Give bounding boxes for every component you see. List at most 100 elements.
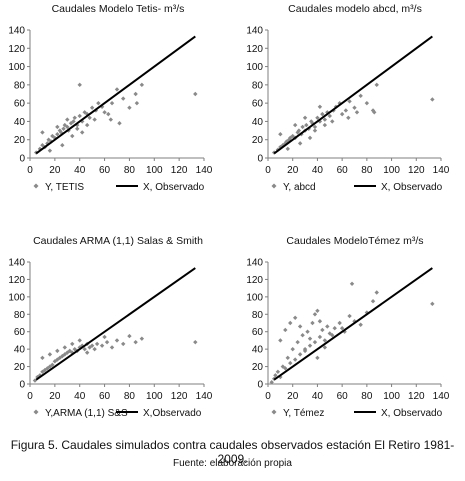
- data-point: [37, 146, 43, 152]
- x-tick-label: 100: [146, 165, 163, 176]
- data-point: [325, 324, 330, 329]
- data-point: [332, 326, 337, 331]
- data-point: [70, 341, 75, 347]
- data-point: [296, 128, 302, 133]
- data-point: [273, 373, 278, 378]
- data-point: [300, 124, 305, 130]
- data-point: [330, 333, 335, 338]
- figure-source: Fuente: elaboración propia: [173, 458, 292, 469]
- data-point: [71, 119, 76, 124]
- chart-title: Caudales ARMA (1,1) Salas & Smith: [33, 235, 203, 247]
- data-point: [322, 122, 328, 128]
- data-point: [312, 128, 318, 133]
- legend-label-points: Y, TETIS: [45, 182, 84, 193]
- data-point: [304, 122, 309, 128]
- data-point: [285, 355, 290, 361]
- chart-legend: Y,ARMA (1,1) S&S X,Observado: [33, 408, 202, 419]
- data-point: [315, 308, 320, 313]
- data-point: [99, 343, 105, 348]
- legend-label-points: Y,ARMA (1,1) S&S: [45, 408, 128, 419]
- x-tick-label: 20: [287, 391, 299, 402]
- y-tick-label: 0: [257, 380, 263, 391]
- chart-title: Caudales modelo abcd, m³/s: [288, 3, 422, 15]
- data-point: [70, 133, 75, 139]
- y-tick-label: 20: [14, 362, 26, 373]
- data-point: [312, 339, 318, 345]
- data-point: [370, 299, 376, 304]
- data-point: [320, 327, 325, 333]
- chart-legend: Y, Témez X, Observado: [271, 408, 443, 419]
- data-point: [68, 121, 74, 126]
- data-point: [337, 320, 342, 326]
- data-point: [72, 115, 77, 120]
- y-tick-label: 0: [19, 380, 25, 391]
- x-tick-label: 60: [337, 165, 349, 176]
- y-tick-label: 140: [246, 258, 263, 269]
- data-point: [40, 355, 45, 361]
- y-tick-label: 60: [14, 99, 26, 110]
- x-tick-label: 140: [196, 165, 213, 176]
- data-point: [92, 117, 97, 122]
- data-point: [94, 341, 100, 347]
- data-point: [430, 301, 435, 307]
- y-tick-label: 60: [252, 327, 264, 338]
- data-point: [297, 352, 303, 357]
- x-tick-label: 0: [27, 391, 33, 402]
- y-tick-label: 20: [252, 135, 264, 146]
- legend-label-points: Y, Témez: [283, 408, 324, 419]
- x-tick-label: 20: [287, 165, 299, 176]
- legend-label-line: X,Observado: [143, 408, 202, 419]
- x-tick-label: 20: [49, 165, 61, 176]
- data-point: [290, 346, 295, 352]
- data-point: [133, 339, 138, 345]
- data-point: [117, 121, 122, 126]
- x-tick-label: 120: [408, 165, 425, 176]
- x-tick-label: 0: [27, 165, 33, 176]
- x-tick-label: 40: [312, 165, 324, 176]
- data-point: [87, 115, 92, 120]
- data-point: [47, 148, 53, 153]
- data-point: [317, 104, 323, 109]
- data-point: [283, 327, 288, 333]
- data-point: [322, 338, 328, 343]
- x-tick-label: 140: [433, 391, 450, 402]
- data-point: [70, 350, 75, 355]
- y-tick-label: 0: [257, 154, 263, 165]
- data-point: [346, 115, 351, 120]
- y-tick-label: 120: [8, 275, 25, 286]
- data-point: [102, 110, 107, 115]
- y-tick-label: 100: [246, 62, 263, 73]
- data-point: [193, 339, 198, 345]
- y-tick-label: 120: [246, 275, 263, 286]
- data-point: [62, 345, 67, 350]
- data-point: [374, 82, 379, 88]
- data-point: [364, 100, 370, 106]
- data-point: [322, 345, 328, 350]
- data-point: [327, 113, 332, 119]
- observed-line: [273, 267, 433, 381]
- x-tick-label: 40: [312, 391, 324, 402]
- data-point: [315, 355, 320, 361]
- data-point: [193, 91, 198, 97]
- x-tick-label: 60: [337, 391, 349, 402]
- chart-panel-2: Caudales modelo abcd, m³/s 0 20 40 60 80 100 12…: [246, 3, 449, 193]
- data-point: [127, 105, 132, 110]
- data-point: [65, 124, 70, 130]
- data-point: [60, 143, 65, 148]
- data-point: [343, 108, 349, 113]
- data-point: [315, 115, 320, 120]
- y-tick-label: 120: [8, 44, 25, 55]
- data-point: [347, 99, 352, 104]
- data-point: [52, 135, 58, 141]
- data-point: [297, 324, 303, 329]
- data-point: [288, 360, 293, 366]
- x-tick-label: 120: [171, 391, 188, 402]
- data-point: [302, 348, 308, 354]
- data-point: [297, 141, 303, 146]
- data-point: [139, 82, 145, 88]
- data-point: [430, 97, 435, 102]
- data-point: [352, 105, 357, 110]
- data-point: [104, 339, 110, 345]
- data-point: [121, 341, 126, 347]
- data-point: [349, 281, 355, 286]
